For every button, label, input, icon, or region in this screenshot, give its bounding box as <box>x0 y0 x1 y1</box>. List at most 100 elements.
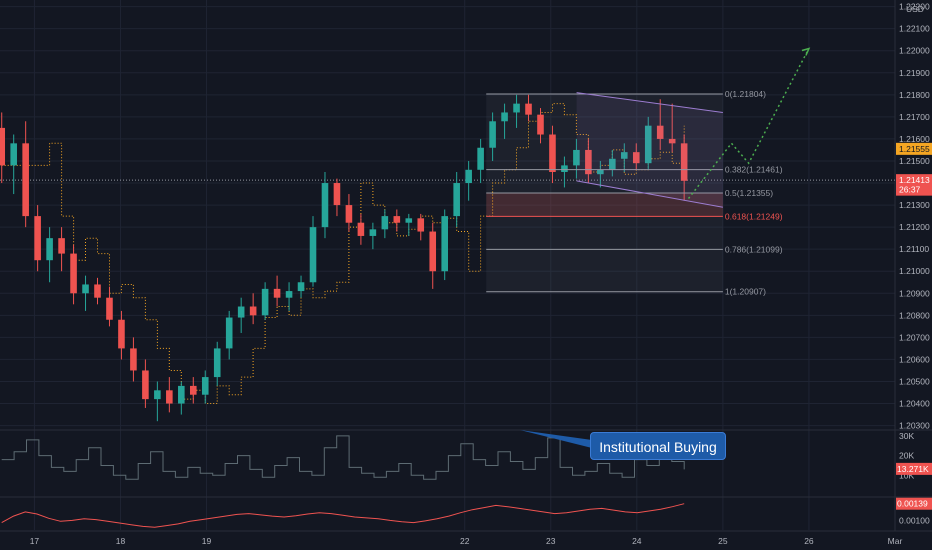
candle <box>680 134 688 201</box>
candle <box>46 227 53 283</box>
candle-body <box>477 147 484 170</box>
indicator-badge: 0.00139 <box>896 497 932 510</box>
candle-body <box>668 138 676 144</box>
indicator-line <box>1 503 685 528</box>
candle-body <box>273 288 281 298</box>
candle <box>417 213 425 241</box>
candle-body <box>285 291 293 298</box>
price-tick-label: 1.21600 <box>899 134 930 144</box>
price-tick-label: 1.20400 <box>899 399 930 409</box>
price-tick-label: 1.21100 <box>899 244 929 254</box>
candle-body <box>501 112 508 122</box>
volume-badge-bg <box>896 462 932 475</box>
candle <box>501 103 508 139</box>
time-tick-label: 17 <box>30 536 40 546</box>
fib-level-label: 0.786(1.21099) <box>725 244 783 254</box>
candle-body <box>333 183 341 206</box>
price-tick-label: 1.21900 <box>899 68 930 78</box>
candle <box>82 275 89 311</box>
candle-body <box>130 348 137 371</box>
candle <box>142 359 149 408</box>
projection-path <box>687 47 811 199</box>
price-tick-label: 1.22100 <box>899 24 930 34</box>
price-tick-label: 1.20800 <box>899 310 930 320</box>
descending-channel <box>576 92 723 208</box>
callout-arrow <box>520 430 592 448</box>
price-tick-label: 1.22000 <box>899 46 930 56</box>
candle-body <box>644 125 652 164</box>
candle <box>429 222 437 289</box>
time-tick-label: 26 <box>804 536 814 546</box>
price-badge: 1.21413 <box>896 174 932 187</box>
candle <box>166 377 173 413</box>
time-tick-label: Mar <box>888 536 903 546</box>
candle <box>130 337 137 382</box>
candle-body <box>357 222 365 236</box>
price-tick-label: 1.21700 <box>899 112 930 122</box>
candle-body <box>453 183 460 217</box>
candle <box>525 94 532 122</box>
candle-body <box>429 231 437 272</box>
channel-upper <box>576 92 723 113</box>
candle <box>94 277 101 305</box>
currency-label: USD <box>906 4 924 14</box>
candle-body <box>656 125 664 139</box>
price-tick-label: 1.20500 <box>899 376 930 386</box>
time-tick-label: 22 <box>460 536 470 546</box>
candle <box>621 143 628 172</box>
candle-body <box>142 370 149 400</box>
candle <box>573 138 580 179</box>
candle <box>561 156 568 188</box>
candle <box>549 125 556 184</box>
candle <box>213 341 221 386</box>
volume-tick-label: 30K <box>899 431 914 441</box>
price-tick-label: 1.21000 <box>899 266 930 276</box>
price-badge-bg <box>896 174 932 187</box>
candle <box>225 310 233 360</box>
candle-body <box>297 282 305 292</box>
candle-body <box>58 238 65 254</box>
fib-level-label: 0.382(1.21461) <box>725 165 783 175</box>
candle <box>297 275 305 298</box>
price-axis[interactable]: USD 1.22200 1.22100 1.22000 1.21900 1.21800 1… <box>896 2 932 431</box>
candle <box>381 209 389 239</box>
callout-pointer <box>520 430 592 448</box>
volume-tick-label: 20K <box>899 451 914 461</box>
fib-level-label: 0(1.21804) <box>725 89 766 99</box>
indicator-pane: 0.00100 0.00139 <box>1 497 932 528</box>
candle <box>489 112 496 161</box>
candle <box>465 160 472 201</box>
candle <box>644 116 652 170</box>
candle <box>237 297 245 333</box>
candle-body <box>225 317 233 349</box>
candle-body <box>621 152 628 159</box>
price-tick-label: 1.20300 <box>899 421 930 431</box>
candle-body <box>34 216 41 261</box>
candle <box>34 205 41 272</box>
candle-body <box>94 284 101 298</box>
candle <box>668 103 676 153</box>
candle-body <box>237 306 245 318</box>
candle <box>285 282 293 311</box>
fib-level-label: 1(1.20907) <box>725 287 766 297</box>
candle-body <box>537 114 544 135</box>
time-axis[interactable]: 17 18 19 22 23 24 25 26 Mar <box>30 536 903 546</box>
candle-body <box>549 134 556 172</box>
candle-body <box>22 143 29 217</box>
projection-arrowhead <box>801 47 811 56</box>
candle-body <box>345 205 353 223</box>
candle <box>154 381 161 422</box>
candle <box>70 244 77 305</box>
candle <box>249 293 257 325</box>
indicator-tick-label: 0.00100 <box>899 515 930 525</box>
candle-body <box>166 390 173 404</box>
candle <box>10 134 17 195</box>
volume-tick-label: 10K <box>899 470 914 480</box>
time-tick-label: 25 <box>718 536 728 546</box>
price-badge-bg <box>896 183 932 196</box>
price-tick-label: 1.22200 <box>899 2 930 12</box>
candle <box>261 282 269 320</box>
price-badge-label: 1.21555 <box>899 144 930 154</box>
